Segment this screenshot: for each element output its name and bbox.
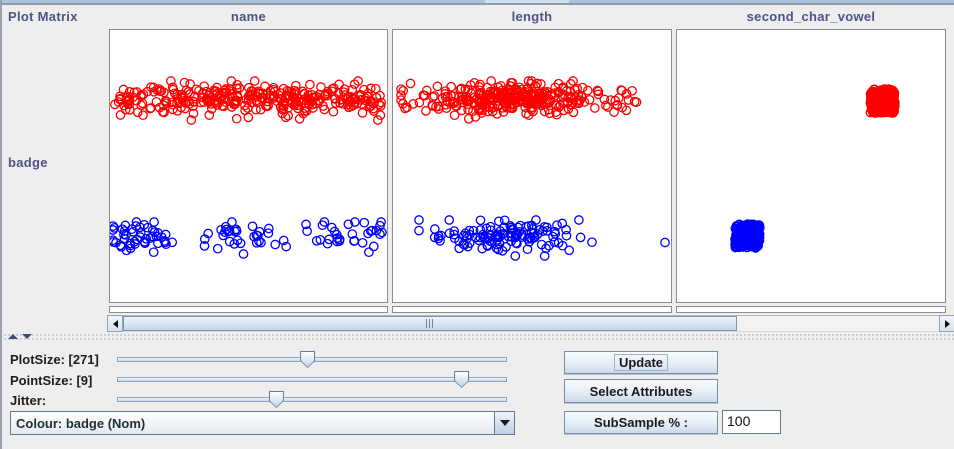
next-row-cell-2[interactable] [392, 306, 672, 313]
update-button[interactable]: Update [564, 351, 718, 374]
window-top-strip-highlight [485, 0, 569, 3]
scroll-right-icon [944, 319, 950, 328]
scroll-left-button[interactable] [107, 315, 123, 332]
jitter-slider-thumb[interactable] [268, 391, 284, 408]
pointsize-slider-track[interactable] [117, 377, 507, 382]
window-top-divider [2, 3, 954, 5]
split-pane-divider[interactable] [2, 332, 954, 341]
scatter-cell-length[interactable] [392, 29, 672, 303]
select-attributes-button[interactable]: Select Attributes [564, 379, 718, 403]
plotsize-label: PlotSize: [271] [10, 352, 99, 367]
pointsize-slider-thumb[interactable] [454, 371, 470, 388]
select-attributes-button-label: Select Attributes [589, 383, 693, 399]
subsample-button-label: SubSample % : [594, 415, 688, 430]
horizontal-scrollbar[interactable] [107, 315, 954, 332]
splitter-collapse-up-icon[interactable] [8, 334, 18, 339]
pointsize-slider[interactable] [117, 370, 507, 390]
scatter-points-second-char-vowel [730, 84, 900, 253]
scatter-points-name [110, 76, 387, 259]
next-row-cell-1[interactable] [109, 306, 388, 313]
scatter-points-length [396, 76, 670, 261]
panel-title: Plot Matrix [8, 9, 78, 24]
splitter-collapse-down-icon[interactable] [22, 334, 32, 339]
scroll-left-icon [112, 319, 118, 328]
subsample-button[interactable]: SubSample % : [564, 411, 718, 434]
next-row-cell-3[interactable] [676, 306, 946, 313]
chevron-down-icon [499, 420, 510, 426]
jitter-label: Jitter: [10, 393, 47, 408]
horizontal-scrollbar-thumb[interactable] [123, 316, 737, 331]
scrollbar-grip-icon [425, 319, 434, 328]
colour-combobox[interactable]: Colour: badge (Nom) [10, 411, 515, 435]
column-header-name: name [230, 9, 267, 24]
scatter-cell-second-char-vowel[interactable] [676, 29, 946, 303]
window-top-strip [2, 0, 954, 3]
plotsize-slider-thumb[interactable] [300, 351, 316, 368]
jitter-slider-track[interactable] [117, 397, 507, 402]
colour-combobox-value: Colour: badge (Nom) [16, 415, 146, 431]
jitter-slider[interactable] [117, 390, 507, 410]
update-button-label: Update [613, 354, 669, 371]
column-header-length: length [511, 9, 553, 24]
row-label-badge: badge [8, 155, 48, 170]
plotsize-slider[interactable] [117, 350, 507, 370]
column-header-second-char-vowel: second_char_vowel [746, 9, 876, 24]
horizontal-scrollbar-track[interactable] [123, 315, 939, 332]
scroll-right-button[interactable] [939, 315, 954, 332]
scatter-cell-name[interactable] [109, 29, 388, 303]
subsample-percent-field[interactable]: 100 [722, 410, 781, 434]
combobox-arrow-button[interactable] [494, 412, 514, 434]
pointsize-label: PointSize: [9] [10, 373, 93, 388]
